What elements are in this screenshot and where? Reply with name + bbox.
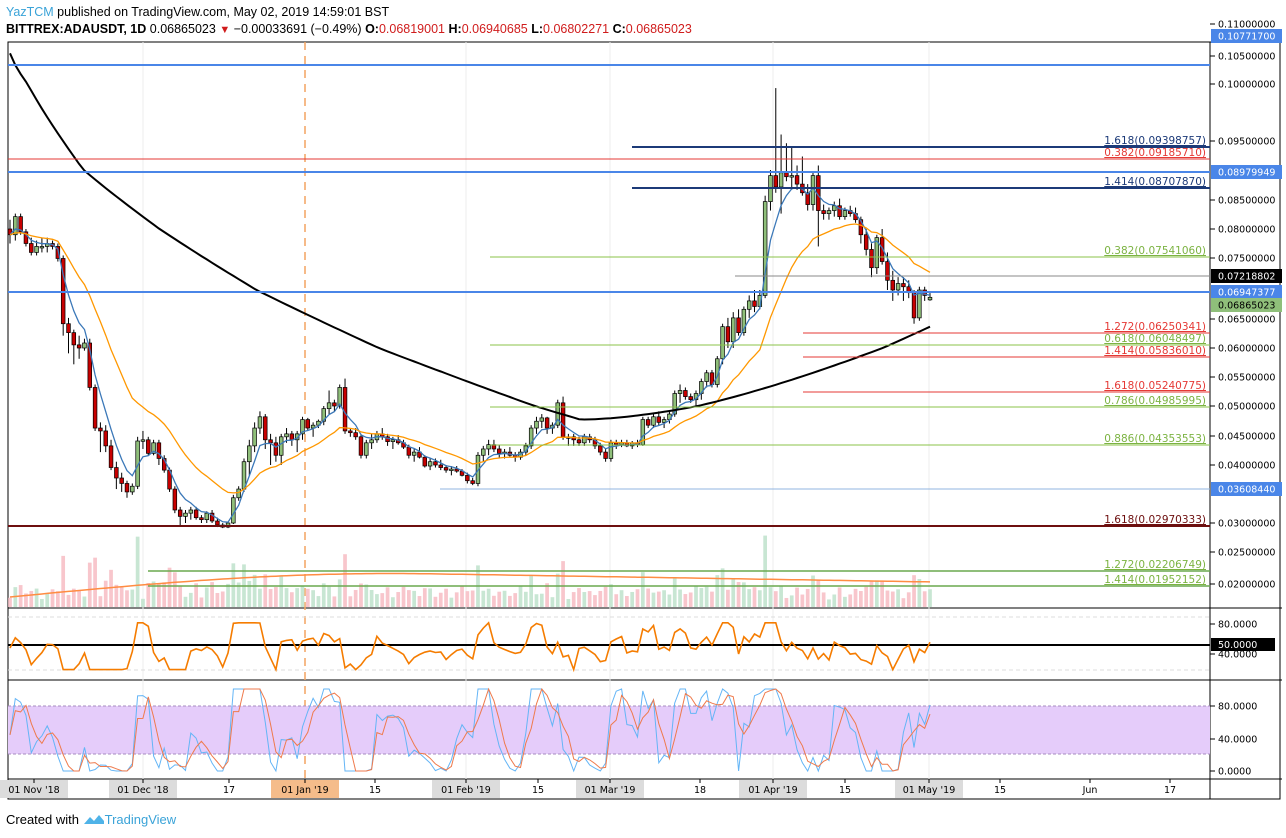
x-tick-highlight	[271, 780, 339, 798]
y-tick-label: 0.07500000	[1218, 254, 1275, 265]
high-label: H:	[448, 22, 462, 36]
low-label: L:	[531, 22, 544, 36]
price-tag	[1211, 269, 1282, 283]
svg-text:0.03608440: 0.03608440	[1218, 485, 1275, 496]
price-change: −0.00033691 (−0.49%)	[233, 22, 362, 36]
price-tag	[1211, 482, 1282, 496]
y-tick-label: 0.06000000	[1218, 344, 1275, 355]
y-tick-label: 0.02500000	[1218, 548, 1275, 559]
publish-info: published on TradingView.com, May 02, 20…	[57, 5, 390, 19]
y-tick-label: 0.09500000	[1218, 137, 1275, 148]
svg-text:0.08979949: 0.08979949	[1218, 168, 1275, 179]
tradingview-logo-icon	[83, 812, 105, 827]
x-tick-label: 15	[532, 785, 544, 796]
y-tick-label: 0.08500000	[1218, 196, 1275, 207]
sma-long-line	[9, 52, 931, 421]
x-tick-label: 01 Dec '18	[117, 785, 168, 796]
y-tick-label: 0.02000000	[1218, 580, 1275, 591]
x-tick-label: 15	[994, 785, 1006, 796]
y-tick-label: 0.11000000	[1218, 20, 1275, 31]
x-tick-highlight	[0, 780, 68, 798]
fib-label: 0.382(0.07541060)	[1104, 245, 1206, 257]
svg-text:50.0000: 50.0000	[1218, 640, 1257, 651]
ema-fast-line	[9, 186, 931, 523]
fib-label: 1.272(0.06250341)	[1104, 321, 1206, 333]
svg-text:40.0000: 40.0000	[1218, 650, 1257, 661]
x-tick-label: 15	[839, 785, 851, 796]
volume-ma-line	[9, 572, 931, 598]
low-value: 0.06802271	[543, 22, 610, 36]
price-tag	[1211, 29, 1282, 43]
svg-text:0.07218802: 0.07218802	[1218, 272, 1275, 283]
tradingview-brand-link[interactable]: TradingView	[104, 812, 177, 827]
fib-label: 1.272(0.02206749)	[1104, 559, 1206, 571]
high-value: 0.06940685	[461, 22, 528, 36]
y-tick-label: 0.03000000	[1218, 519, 1275, 530]
footer: Created with TradingView	[6, 812, 176, 827]
y-tick-label: 0.05000000	[1218, 402, 1275, 413]
symbol-name: BITTREX:ADAUSDT, 1D	[6, 22, 147, 36]
svg-text:80.0000: 80.0000	[1218, 702, 1257, 713]
y-tick-label: 0.10500000	[1218, 52, 1275, 63]
x-tick-label: 18	[694, 785, 706, 796]
y-tick-label: 0.08000000	[1218, 225, 1275, 236]
fib-label: 0.382(0.09185710)	[1104, 147, 1206, 159]
close-label: C:	[612, 22, 626, 36]
close-value: 0.06865023	[625, 22, 692, 36]
fib-label: 1.414(0.08707870)	[1104, 176, 1206, 188]
price-tag	[1211, 285, 1282, 299]
svg-text:0.0000: 0.0000	[1218, 767, 1251, 778]
x-tick-label: 01 Jan '19	[281, 785, 328, 796]
x-tick-label: 01 Feb '19	[441, 785, 491, 796]
svg-text:80.0000: 80.0000	[1218, 620, 1257, 631]
x-tick-label: 01 May '19	[903, 785, 955, 796]
x-tick-label: 01 Mar '19	[585, 785, 636, 796]
x-tick-label: 01 Nov '18	[8, 785, 59, 796]
fib-label: 1.414(0.05836010)	[1104, 345, 1206, 357]
x-tick-highlight	[895, 780, 963, 798]
fib-label: 1.618(0.09398757)	[1104, 135, 1206, 147]
x-tick-label: 15	[369, 785, 381, 796]
y-tick-label: 0.04500000	[1218, 432, 1275, 443]
author-link[interactable]: YazTCM	[6, 5, 54, 19]
symbol-line: BITTREX:ADAUSDT, 1D 0.06865023 ▼ −0.0003…	[6, 21, 692, 39]
fib-label: 0.618(0.06048497)	[1104, 333, 1206, 345]
publish-line: YazTCM published on TradingView.com, May…	[6, 4, 692, 21]
y-tick-label: 0.06500000	[1218, 315, 1275, 326]
x-tick-label: 01 Apr '19	[748, 785, 797, 796]
last-price: 0.06865023	[149, 22, 216, 36]
stoch-k-line	[9, 688, 931, 773]
price-tag	[1211, 298, 1282, 312]
down-triangle-icon: ▼	[219, 24, 231, 36]
price-tag	[1211, 165, 1282, 179]
svg-text:40.0000: 40.0000	[1218, 735, 1257, 746]
svg-text:0.10771700: 0.10771700	[1218, 32, 1275, 43]
x-tick-label: Jun	[1082, 785, 1098, 796]
x-tick-highlight	[739, 780, 807, 798]
stoch-d-line	[9, 687, 931, 772]
x-tick-highlight	[432, 780, 500, 798]
fib-label: 0.786(0.04985995)	[1104, 395, 1206, 407]
rsi-line	[9, 621, 931, 673]
x-tick-highlight	[109, 780, 177, 798]
chart-header: YazTCM published on TradingView.com, May…	[6, 4, 692, 39]
fib-label: 1.618(0.05240775)	[1104, 380, 1206, 392]
svg-text:0.06947377: 0.06947377	[1218, 288, 1275, 299]
y-tick-label: 0.05500000	[1218, 373, 1275, 384]
x-tick-highlight	[576, 780, 644, 798]
fib-label: 1.414(0.01952152)	[1104, 574, 1206, 586]
ema-slow-line	[9, 223, 931, 494]
open-label: O:	[365, 22, 379, 36]
fib-label: 1.618(0.02970333)	[1104, 514, 1206, 526]
y-tick-label: 0.04000000	[1218, 461, 1275, 472]
x-tick-label: 17	[1164, 785, 1176, 796]
open-value: 0.06819001	[378, 22, 445, 36]
y-tick-label: 0.10000000	[1218, 80, 1275, 91]
x-tick-label: 17	[223, 785, 235, 796]
svg-text:0.06865023: 0.06865023	[1218, 301, 1275, 312]
created-with-label: Created with	[6, 812, 79, 827]
fib-label: 0.886(0.04353553)	[1104, 433, 1206, 445]
